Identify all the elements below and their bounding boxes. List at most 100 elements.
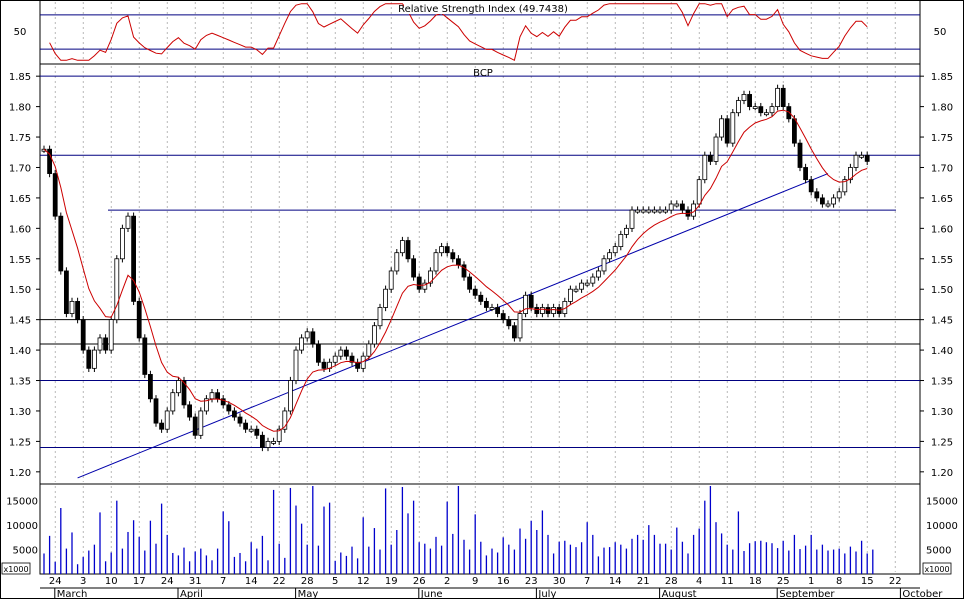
volume-tick-right: 10000 [926, 521, 958, 532]
rsi-title-bg [404, 2, 564, 14]
candle-body [814, 191, 820, 199]
candle-body [103, 337, 108, 351]
day-label: 12 [357, 576, 370, 587]
day-label: 23 [525, 576, 538, 587]
candle-body [383, 288, 389, 308]
candle-body [52, 173, 58, 217]
price-tick-left: 1.65 [9, 194, 31, 205]
price-tick-left: 1.60 [9, 224, 31, 235]
candle-body [590, 276, 596, 284]
candle-body [551, 307, 556, 314]
candle-body [159, 422, 165, 430]
price-tick-right: 1.70 [931, 163, 953, 174]
candle-body [696, 179, 702, 205]
candle-body [797, 142, 803, 168]
price-tick-left: 1.55 [9, 255, 31, 266]
candle-body [355, 361, 361, 369]
day-label: 17 [133, 576, 146, 587]
candle-body [668, 203, 674, 211]
candle-body [80, 319, 86, 351]
day-label: 28 [665, 576, 678, 587]
candle-body [226, 404, 232, 412]
candle-body [540, 307, 545, 314]
day-label: 21 [637, 576, 650, 587]
candle-body [315, 343, 321, 363]
price-y-ticks: 1.85 1.85 1.80 1.80 1.75 1.75 1.70 1.70 1.65 1.65… [9, 72, 953, 479]
candle-body [187, 404, 193, 418]
price-tick-right: 1.60 [931, 224, 953, 235]
candle-body [680, 203, 685, 211]
month-label: March [57, 589, 87, 599]
candle-body [495, 307, 501, 314]
day-label: 7 [584, 576, 590, 587]
candle-body [506, 319, 512, 327]
volume-tick-left: 10000 [6, 521, 38, 532]
candle-body [332, 355, 338, 363]
candle-body [120, 227, 125, 260]
price-tick-left: 1.85 [9, 72, 31, 83]
candle-body [836, 191, 842, 199]
candle-body [405, 240, 411, 260]
day-label: 30 [553, 576, 566, 587]
candle-body [416, 276, 422, 290]
day-label: 28 [301, 576, 314, 587]
month-label: September [779, 589, 835, 599]
month-label: August [662, 589, 697, 599]
candle-body [147, 374, 153, 400]
candle-body [399, 240, 405, 254]
volume-tick-right: 5000 [926, 546, 951, 557]
price-tick-left: 1.25 [9, 437, 31, 448]
volume-unit-left: x1000 [3, 565, 28, 574]
candle-body [825, 203, 831, 207]
day-label: 22 [273, 576, 286, 587]
candle-body [741, 94, 747, 101]
candle-body [215, 392, 221, 400]
day-label: 4 [696, 576, 702, 587]
price-tick-right: 1.50 [931, 285, 953, 296]
candle-body [848, 167, 853, 181]
candle-body [568, 288, 573, 302]
candle-body [64, 270, 69, 314]
day-label: 8 [836, 576, 842, 587]
rsi-tick-right: 50 [934, 27, 947, 38]
volume-tick-right: 15000 [926, 497, 958, 508]
price-tick-right: 1.25 [931, 437, 953, 448]
candle-body [75, 300, 80, 321]
price-tick-right: 1.35 [931, 377, 953, 388]
rsi-tick-left: 50 [14, 27, 27, 38]
candle-body [635, 209, 640, 213]
candle-body [293, 349, 299, 381]
price-tick-left: 1.75 [9, 133, 31, 144]
day-label: 15 [861, 576, 874, 587]
candle-body [433, 252, 439, 272]
candle-body [450, 252, 456, 260]
candle-body [859, 154, 864, 158]
rsi-gridlines [54, 2, 896, 62]
date-axis: 24 3 10 17 24 31 7 14 22 28 5 12 19 26 2 9 16 23 30 7 14 21 28… [40, 576, 943, 599]
candle-body [489, 307, 495, 310]
candle-body [792, 118, 797, 144]
candle-body [579, 282, 584, 290]
price-levels [40, 75, 920, 448]
candle-body [724, 118, 730, 144]
candle-body [640, 209, 646, 213]
price-panel: 1.85 1.85 1.80 1.80 1.75 1.75 1.70 1.70 1.65 1.65… [9, 63, 953, 485]
candle-body [596, 270, 601, 278]
candle-body [388, 270, 394, 290]
month-label: July [537, 589, 556, 599]
month-label: October [902, 589, 943, 599]
candle-body [125, 215, 131, 229]
candle-body [349, 355, 355, 363]
price-title: BCP [473, 68, 493, 79]
candle-body [523, 294, 528, 314]
candle-body [131, 215, 137, 302]
candle-body [786, 106, 792, 120]
candle-body [478, 294, 484, 302]
price-tick-left: 1.40 [9, 346, 31, 357]
rsi-line [49, 3, 868, 62]
candle-body [842, 179, 848, 193]
candle-body [674, 203, 680, 207]
candle-body [780, 87, 786, 108]
volume-tick-left: 5000 [13, 546, 38, 557]
candle-body [287, 380, 293, 412]
